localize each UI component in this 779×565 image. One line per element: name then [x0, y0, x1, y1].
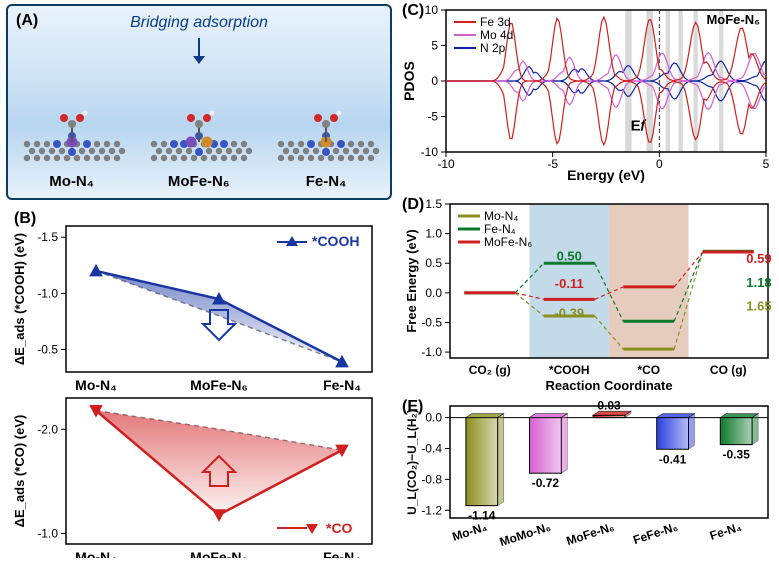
- structure-label-2: Fe-N₄: [262, 173, 389, 190]
- svg-text:1.5: 1.5: [425, 197, 442, 211]
- svg-text:-0.8: -0.8: [421, 472, 442, 486]
- panel-d: (D) -1.0 -0.5 0.0 0.5 1.0 1.5 Free Energy (eV)…: [400, 196, 776, 392]
- svg-text:0.50: 0.50: [557, 248, 582, 263]
- arrow-down-icon: [189, 36, 209, 64]
- svg-text:Energy (eV): Energy (eV): [567, 167, 645, 183]
- svg-text:Fe 3d: Fe 3d: [480, 15, 511, 29]
- svg-text:-5: -5: [547, 157, 558, 171]
- svg-text:-10: -10: [421, 145, 439, 159]
- svg-text:0.0: 0.0: [425, 411, 442, 425]
- svg-text:0.0: 0.0: [425, 286, 442, 300]
- svg-text:Mo 4d: Mo 4d: [480, 28, 513, 42]
- svg-text:Mo-N₄: Mo-N₄: [75, 549, 117, 558]
- structure-label-1: MoFe-N₆: [135, 173, 262, 190]
- svg-text:Mo-N₄: Mo-N₄: [484, 209, 518, 223]
- molecule-row: [8, 76, 390, 168]
- svg-text:Mo-N₄: Mo-N₄: [75, 377, 117, 393]
- svg-text:MoFe-N₆: MoFe-N₆: [190, 549, 248, 558]
- svg-text:Fe-N₄: Fe-N₄: [323, 377, 361, 393]
- svg-text:*CO: *CO: [326, 520, 353, 536]
- panel-b: (B) -1.5 -1.0 -0.5 ΔE_ads (*COOH) (eV) *COOH…: [6, 210, 392, 558]
- svg-text:-0.11: -0.11: [555, 276, 584, 291]
- svg-text:Free Energy (eV): Free Energy (eV): [404, 229, 419, 332]
- svg-text:CO (g): CO (g): [710, 363, 747, 377]
- panel-a-title: Bridging adsorption: [8, 14, 390, 32]
- structure-mo-n4-icon: [17, 88, 127, 168]
- panel-b-label: (B): [14, 210, 36, 228]
- svg-text:-0.5: -0.5: [421, 315, 442, 329]
- structure-mofe-n6-icon: [144, 88, 254, 168]
- svg-text:-2.0: -2.0: [37, 422, 58, 436]
- svg-text:-1.0: -1.0: [37, 286, 58, 300]
- svg-text:PDOS: PDOS: [401, 61, 417, 101]
- svg-text:1.0: 1.0: [425, 227, 442, 241]
- svg-text:MoMo-N₆: MoMo-N₆: [498, 520, 553, 550]
- svg-text:-0.39: -0.39: [554, 306, 584, 321]
- svg-text:FeFe-N₆: FeFe-N₆: [631, 520, 679, 548]
- svg-text:0.59: 0.59: [746, 251, 771, 266]
- svg-text:-5: -5: [427, 110, 438, 124]
- svg-text:*CO: *CO: [637, 363, 660, 377]
- panel-e: (E) -1.2-0.8-0.40.0U_L(CO₂)−U_L(H₂)-1.14…: [400, 398, 776, 560]
- svg-text:-0.41: -0.41: [659, 452, 687, 466]
- panel-c-chart: -10-505-10-50510Energy (eV)PDOSE𝑓Fe 3dMo…: [400, 2, 776, 184]
- panel-e-chart: -1.2-0.8-0.40.0U_L(CO₂)−U_L(H₂)-1.14Mo-N…: [400, 398, 776, 560]
- panel-e-label: (E): [402, 398, 423, 416]
- svg-text:-0.72: -0.72: [532, 476, 560, 490]
- svg-text:MoFe-N₆: MoFe-N₆: [706, 12, 760, 27]
- svg-text:-0.5: -0.5: [37, 343, 58, 357]
- svg-text:Fe-N₄: Fe-N₄: [484, 222, 516, 236]
- svg-text:N 2p: N 2p: [480, 41, 506, 55]
- structure-fe-n4-icon: [271, 88, 381, 168]
- svg-text:U_L(CO₂)−U_L(H₂): U_L(CO₂)−U_L(H₂): [405, 409, 419, 515]
- svg-text:1.65: 1.65: [746, 299, 771, 314]
- panel-c-label: (C): [402, 2, 424, 20]
- panel-b-chart: -1.5 -1.0 -0.5 ΔE_ads (*COOH) (eV) *COOH Mo-N…: [6, 210, 392, 558]
- structure-label-0: Mo-N₄: [8, 173, 135, 190]
- panel-a: (A) Bridging adsorption Mo-N₄ MoFe-N₆ Fe…: [6, 4, 392, 200]
- svg-text:Mo-N₄: Mo-N₄: [450, 519, 489, 543]
- svg-text:0.5: 0.5: [425, 256, 442, 270]
- svg-text:-1.0: -1.0: [421, 345, 442, 359]
- svg-text:*COOH: *COOH: [312, 233, 359, 249]
- svg-text:5: 5: [431, 39, 438, 53]
- svg-text:*COOH: *COOH: [549, 363, 590, 377]
- svg-text:CO₂ (g): CO₂ (g): [469, 363, 511, 377]
- svg-text:1.18: 1.18: [746, 275, 771, 290]
- svg-text:ΔE_ads (*COOH) (eV): ΔE_ads (*COOH) (eV): [12, 233, 27, 365]
- svg-text:Reaction Coordinate: Reaction Coordinate: [545, 378, 672, 392]
- svg-text:MoFe-N₆: MoFe-N₆: [484, 235, 532, 249]
- svg-text:0.03: 0.03: [597, 398, 621, 412]
- svg-text:-0.35: -0.35: [723, 448, 751, 462]
- svg-text:-1.2: -1.2: [421, 503, 442, 517]
- svg-text:Fe-N₄: Fe-N₄: [323, 549, 361, 558]
- panel-c: (C) -10-505-10-50510Energy (eV)PDOSE𝑓Fe …: [400, 2, 776, 184]
- svg-text:0: 0: [656, 157, 663, 171]
- panel-d-chart: -1.0 -0.5 0.0 0.5 1.0 1.5 Free Energy (eV) CO₂ …: [400, 196, 776, 392]
- svg-text:Fe-N₄: Fe-N₄: [708, 519, 743, 542]
- svg-text:0: 0: [431, 74, 438, 88]
- svg-text:MoFe-N₆: MoFe-N₆: [565, 520, 616, 549]
- panel-d-label: (D): [402, 196, 424, 214]
- svg-text:MoFe-N₆: MoFe-N₆: [190, 377, 248, 393]
- svg-text:ΔE_ads (*CO) (eV): ΔE_ads (*CO) (eV): [12, 415, 27, 528]
- svg-text:-1.0: -1.0: [37, 527, 58, 541]
- svg-text:5: 5: [763, 157, 770, 171]
- svg-text:-10: -10: [437, 157, 455, 171]
- svg-text:-1.5: -1.5: [37, 230, 58, 244]
- svg-text:-0.4: -0.4: [421, 441, 442, 455]
- svg-text:10: 10: [425, 3, 439, 17]
